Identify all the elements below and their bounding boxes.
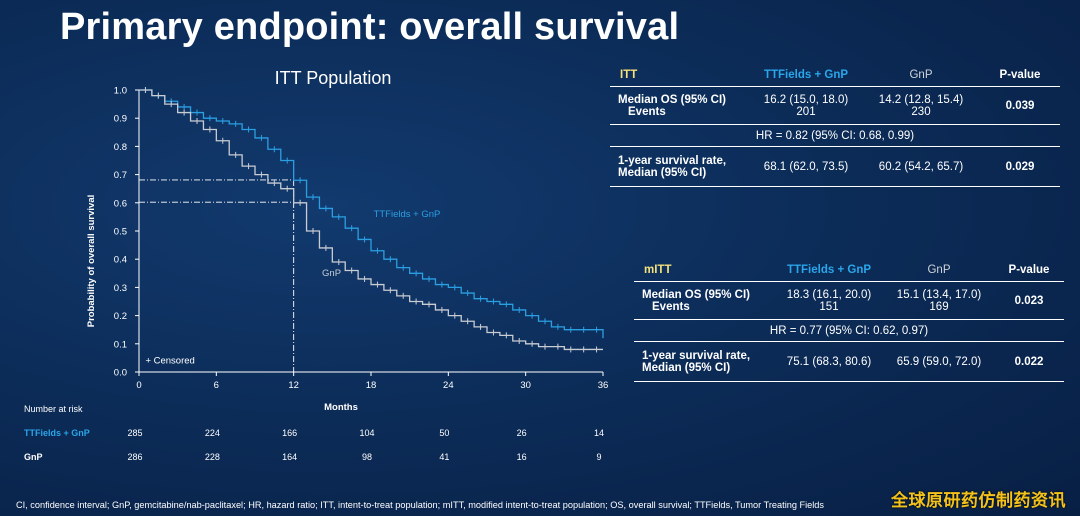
mitt-median-os-label: Median OS (95% CI): [642, 288, 750, 301]
risk-row-label: GnP: [24, 452, 43, 462]
itt-1yr-label: 1-year survival rate,: [618, 154, 727, 167]
x-tick-label: 24: [443, 380, 454, 391]
y-tick-label: 0.2: [114, 311, 127, 322]
page-title: Primary endpoint: overall survival: [60, 6, 680, 48]
chart-annotation: TTFields + GnP: [374, 209, 441, 220]
x-tick-label: 36: [598, 380, 609, 391]
mitt-gnp-events: 169: [929, 300, 949, 313]
risk-count: 224: [204, 428, 220, 438]
mitt-col-pvalue: P-value: [994, 259, 1064, 282]
y-tick-label: 0.4: [114, 255, 127, 266]
y-tick-label: 0.9: [114, 114, 127, 125]
itt-os-pvalue: 0.039: [980, 86, 1060, 125]
itt-gnp-1yr: 60.2 (54.2, 65.7): [862, 146, 980, 187]
risk-row-ttfields: TTFields + GnP 285 224 166 104 50 26 14: [0, 428, 640, 442]
x-tick-label: 12: [288, 380, 299, 391]
chart-annotation: GnP: [322, 268, 341, 279]
risk-count: 228: [204, 452, 220, 462]
watermark: 全球原研药仿制药资讯: [891, 491, 1066, 510]
itt-col-gnp: GnP: [862, 64, 980, 87]
mitt-table-name: mITT: [634, 259, 774, 282]
mitt-1yr-pvalue: 0.022: [994, 341, 1064, 382]
x-tick-label: 18: [366, 380, 377, 391]
itt-events-label: Events: [628, 105, 666, 118]
itt-tt-median-os: 16.2 (15.0, 18.0): [763, 93, 849, 106]
y-tick-label: 0.7: [114, 170, 127, 181]
risk-count: 26: [516, 428, 527, 438]
mitt-col-gnp: GnP: [884, 259, 994, 282]
mitt-results-table: mITT TTFields + GnP GnP P-value Median O…: [634, 259, 1064, 382]
risk-count: 50: [439, 428, 450, 438]
itt-table-name: ITT: [610, 64, 750, 87]
risk-count: 14: [593, 428, 604, 438]
risk-count: 41: [439, 452, 450, 462]
risk-count: 98: [361, 452, 372, 462]
itt-tt-events: 201: [796, 105, 816, 118]
mitt-col-ttfields: TTFields + GnP: [774, 259, 884, 282]
x-tick-label: 30: [520, 380, 531, 391]
mitt-tt-1yr: 75.1 (68.3, 80.6): [774, 341, 884, 382]
risk-row-label: TTFields + GnP: [24, 428, 90, 438]
itt-hazard-ratio: HR = 0.82 (95% CI: 0.68, 0.99): [610, 124, 1060, 147]
footnote: CI, confidence interval; GnP, gemcitabin…: [16, 500, 825, 510]
itt-results-table: ITT TTFields + GnP GnP P-value Median OS…: [610, 64, 1060, 187]
mitt-os-pvalue: 0.023: [994, 281, 1064, 320]
itt-1yr-pvalue: 0.029: [980, 146, 1060, 187]
risk-count: 164: [282, 452, 298, 462]
km-curve-ttfields: [139, 89, 604, 339]
mitt-1yr-label-2: Median (95% CI): [642, 361, 731, 374]
y-tick-label: 0.6: [114, 198, 127, 209]
mitt-hazard-ratio: HR = 0.77 (95% CI: 0.62, 0.97): [634, 319, 1064, 342]
itt-tt-1yr: 68.1 (62.0, 73.5): [750, 146, 862, 187]
y-tick-label: 0.8: [114, 142, 127, 153]
chart-annotation: + Censored: [145, 356, 194, 367]
mitt-gnp-1yr: 65.9 (59.0, 72.0): [884, 341, 994, 382]
risk-count: 286: [127, 452, 143, 462]
y-tick-label: 0.0: [114, 368, 127, 379]
itt-1yr-label-2: Median (95% CI): [618, 166, 707, 179]
risk-count: 16: [516, 452, 527, 462]
mitt-gnp-median-os: 15.1 (13.4, 17.0): [896, 288, 982, 301]
y-tick-label: 0.5: [114, 227, 127, 238]
risk-count: 104: [359, 428, 375, 438]
risk-row-gnp: GnP 286 228 164 98 41 16 9: [0, 452, 640, 466]
chart-title: ITT Population: [275, 68, 392, 88]
mitt-tt-median-os: 18.3 (16.1, 20.0): [786, 288, 872, 301]
x-tick-label: 0: [136, 380, 141, 391]
km-curve-gnp: [139, 89, 603, 351]
risk-table: Number at risk TTFields + GnP 285 224 166 10…: [0, 398, 640, 468]
itt-gnp-events: 230: [911, 105, 931, 118]
risk-table-header: Number at risk: [24, 404, 83, 414]
risk-count: 285: [127, 428, 143, 438]
y-tick-label: 1.0: [114, 86, 127, 97]
y-tick-label: 0.3: [114, 283, 127, 294]
itt-col-ttfields: TTFields + GnP: [750, 64, 862, 87]
risk-count: 166: [282, 428, 298, 438]
y-axis-label: Probability of overall survival: [86, 195, 97, 328]
itt-gnp-median-os: 14.2 (12.8, 15.4): [878, 93, 964, 106]
x-tick-label: 6: [214, 380, 219, 391]
itt-col-pvalue: P-value: [980, 64, 1060, 87]
y-tick-label: 0.1: [114, 339, 127, 350]
mitt-events-label: Events: [652, 300, 690, 313]
x-axis-label: Months: [324, 402, 358, 413]
km-survival-chart: ITT Population 0.0 0.1 0.2 0.3 0.4 0.5 0.6 0.7 0.…: [86, 68, 609, 413]
mitt-tt-events: 151: [819, 300, 839, 313]
itt-median-os-label: Median OS (95% CI): [618, 93, 726, 106]
mitt-1yr-label: 1-year survival rate,: [642, 349, 751, 362]
risk-count: 9: [596, 452, 602, 462]
